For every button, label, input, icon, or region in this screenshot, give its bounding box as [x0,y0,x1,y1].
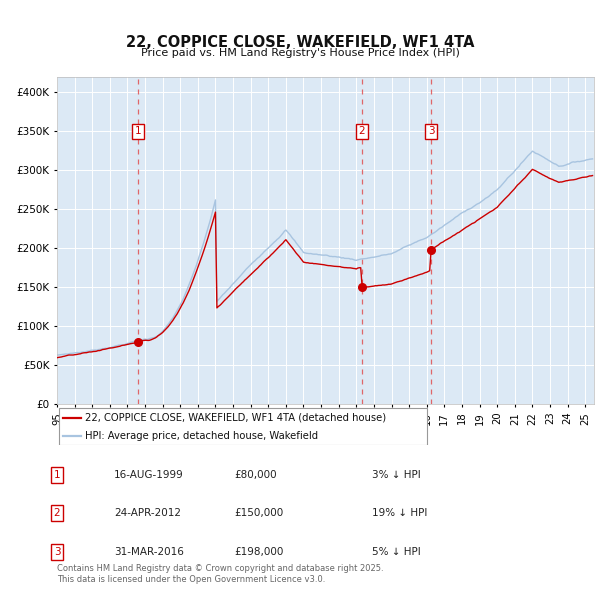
Text: 3: 3 [53,547,61,556]
Text: £150,000: £150,000 [234,509,283,518]
Text: 1: 1 [53,470,61,480]
Text: 2: 2 [53,509,61,518]
Text: 22, COPPICE CLOSE, WAKEFIELD, WF1 4TA (detached house): 22, COPPICE CLOSE, WAKEFIELD, WF1 4TA (d… [85,413,386,423]
Text: 22, COPPICE CLOSE, WAKEFIELD, WF1 4TA: 22, COPPICE CLOSE, WAKEFIELD, WF1 4TA [126,35,474,50]
Text: 31-MAR-2016: 31-MAR-2016 [114,547,184,556]
Text: £198,000: £198,000 [234,547,283,556]
Text: 1: 1 [135,126,142,136]
Text: Price paid vs. HM Land Registry's House Price Index (HPI): Price paid vs. HM Land Registry's House … [140,48,460,58]
Text: £80,000: £80,000 [234,470,277,480]
Text: 5% ↓ HPI: 5% ↓ HPI [372,547,421,556]
Text: This data is licensed under the Open Government Licence v3.0.: This data is licensed under the Open Gov… [57,575,325,584]
Text: 19% ↓ HPI: 19% ↓ HPI [372,509,427,518]
Text: 3% ↓ HPI: 3% ↓ HPI [372,470,421,480]
Text: 24-APR-2012: 24-APR-2012 [114,509,181,518]
Text: 16-AUG-1999: 16-AUG-1999 [114,470,184,480]
Text: 2: 2 [358,126,365,136]
Text: 3: 3 [428,126,434,136]
FancyBboxPatch shape [59,408,427,445]
Text: Contains HM Land Registry data © Crown copyright and database right 2025.: Contains HM Land Registry data © Crown c… [57,565,383,573]
Text: HPI: Average price, detached house, Wakefield: HPI: Average price, detached house, Wake… [85,431,318,441]
